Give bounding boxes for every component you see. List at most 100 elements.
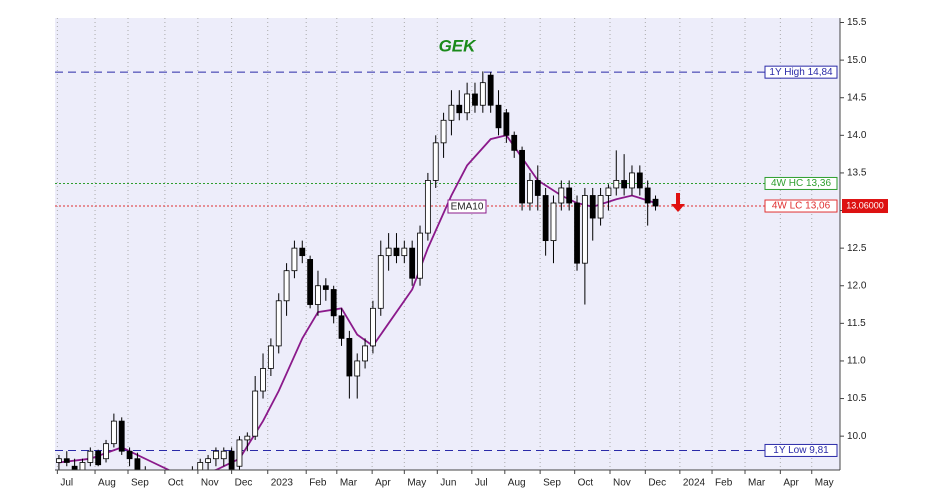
x-tick-label: Mar: [748, 478, 766, 489]
candle-body: [267, 345, 274, 369]
candle-body: [205, 458, 211, 463]
candle-body: [244, 435, 251, 441]
candle-body: [315, 285, 321, 305]
candle-body: [190, 474, 195, 482]
candle-body: [542, 195, 549, 242]
candle-body: [456, 104, 463, 114]
x-tick-label: 2024: [683, 478, 706, 489]
reference-label-box: [764, 199, 838, 213]
candle-body: [126, 450, 133, 460]
candle-body: [174, 493, 179, 502]
x-tick-label: Jul: [475, 478, 488, 489]
x-tick-label: Nov: [613, 478, 631, 489]
candle-body: [417, 232, 423, 279]
candle-body: [362, 345, 368, 362]
reference-label-box: [764, 176, 838, 190]
x-tick-label: Aug: [508, 478, 526, 489]
candle-body: [299, 247, 306, 257]
y-tick-label: 11.0: [847, 356, 866, 367]
candle-body: [220, 450, 227, 460]
candle-body: [472, 93, 478, 106]
x-tick-label: Feb: [715, 478, 733, 489]
y-tick-label: 15.5: [847, 17, 867, 28]
candle-body: [409, 247, 416, 279]
x-tick-label: Mar: [340, 478, 358, 489]
x-tick-label: Aug: [98, 478, 116, 489]
plot-area: [55, 18, 840, 470]
candle-body: [566, 187, 573, 204]
candle-body: [307, 259, 314, 305]
candle-body: [644, 187, 651, 204]
candle-body: [213, 450, 219, 460]
candle-body: [527, 180, 533, 204]
candle-body: [495, 104, 502, 129]
y-tick-label: 11.5: [847, 318, 866, 329]
x-tick-label: Jun: [440, 478, 456, 489]
y-tick-label: 10.5: [847, 393, 867, 404]
candle-body: [440, 119, 447, 144]
candle-body: [432, 142, 439, 181]
x-tick-label: Dec: [648, 478, 666, 489]
candle-body: [534, 180, 541, 196]
candle-body: [377, 255, 384, 309]
candle-body: [338, 315, 345, 339]
candle-body: [574, 202, 580, 264]
candle-body: [151, 481, 156, 489]
candle-body: [283, 270, 290, 302]
ema-label-box: [447, 199, 487, 214]
x-tick-label: Apr: [375, 478, 391, 489]
candle-body: [424, 180, 431, 234]
candle-body: [511, 134, 518, 151]
reference-label: 1Y Low 9,81: [773, 445, 829, 456]
candle-body: [291, 247, 298, 272]
candle-body: [393, 247, 400, 257]
candle-body: [87, 450, 94, 463]
ema-label: EMA10: [451, 202, 484, 213]
candle-body: [228, 450, 235, 470]
x-tick-label: Sep: [543, 478, 561, 489]
x-tick-label: May: [815, 478, 834, 489]
candle-body: [487, 74, 494, 106]
candle-body: [550, 202, 557, 242]
last-price-label: 13.06000: [846, 200, 884, 210]
candle-body: [56, 458, 62, 463]
candle-body: [589, 195, 596, 219]
reference-label: 4W HC 13,36: [771, 178, 831, 189]
candle-body: [79, 462, 86, 470]
candle-body: [71, 465, 78, 470]
candle-body: [134, 458, 141, 470]
candle-body: [652, 198, 659, 207]
candle-body: [605, 187, 612, 196]
x-tick-label: May: [407, 478, 426, 489]
candle-body: [370, 307, 376, 347]
x-tick-label: Apr: [783, 478, 799, 489]
candle-body: [401, 247, 408, 257]
x-tick-label: Feb: [309, 478, 327, 489]
y-tick-label: 10.0: [847, 431, 867, 442]
candle-body: [636, 172, 643, 189]
candle-body: [621, 180, 628, 189]
candle-body: [252, 390, 259, 437]
candle-body: [63, 458, 70, 463]
chart-title: GEK: [439, 36, 478, 55]
plot: [55, 18, 813, 502]
reference-label-box: [764, 443, 838, 457]
candle-body: [581, 195, 588, 264]
last-price-box: [842, 199, 888, 214]
reference-label: 4W LC 13,06: [772, 201, 831, 212]
reference-label-box: [764, 65, 838, 79]
candle-body: [354, 360, 361, 377]
x-tick-label: Sep: [131, 478, 149, 489]
candle-body: [558, 187, 565, 204]
candle-body: [629, 172, 635, 189]
y-tick-label: 13.5: [847, 168, 867, 179]
candle-body: [519, 149, 525, 204]
x-tick-label: Oct: [578, 478, 594, 489]
candle-body: [275, 300, 282, 347]
x-tick-label: Jul: [60, 478, 73, 489]
candle-body: [448, 104, 455, 121]
candle-body: [103, 443, 109, 460]
y-tick-label: 12.0: [847, 280, 867, 291]
candle-body: [385, 247, 392, 257]
